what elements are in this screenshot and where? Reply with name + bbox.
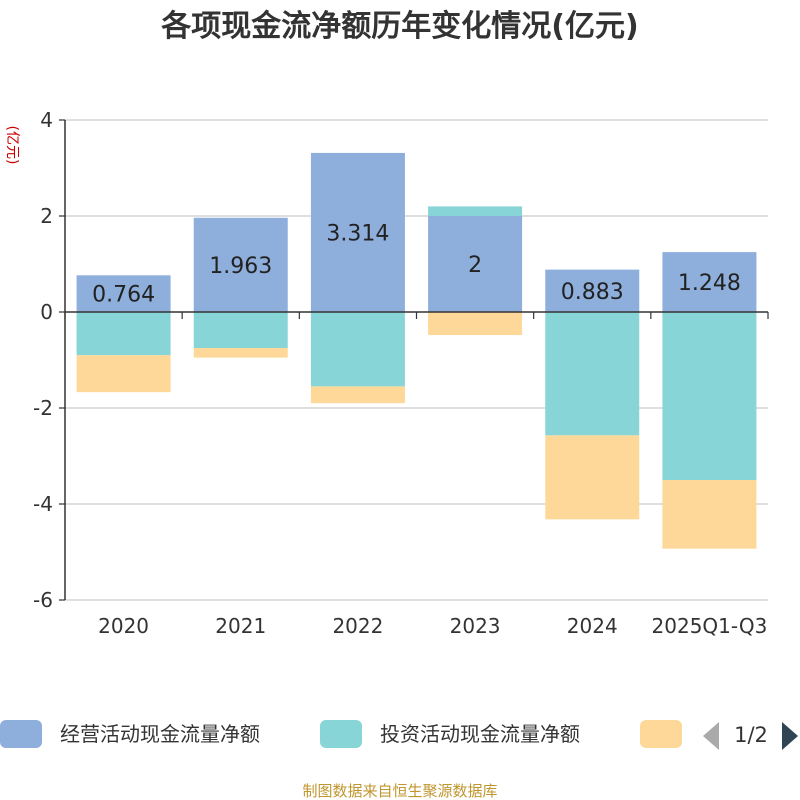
bars[interactable]	[76, 152, 757, 549]
bar-2021-series-1[interactable]	[193, 312, 288, 348]
x-tick-label: 2020	[98, 614, 149, 638]
legend[interactable]: 经营活动现金流量净额 投资活动现金流量净额 1/2	[0, 720, 798, 750]
data-label-2023: 2	[468, 253, 482, 278]
x-tick-label: 2023	[450, 614, 501, 638]
bar-2024-series-2[interactable]	[545, 435, 640, 520]
bar-2025Q1-Q3-series-1[interactable]	[662, 312, 757, 480]
bar-2020-series-2[interactable]	[76, 355, 171, 393]
y-tick-label: 4	[40, 108, 53, 132]
y-axis-unit-label: (亿元)	[4, 126, 20, 165]
legend-swatch-1[interactable]	[320, 720, 362, 748]
legend-prev-page-icon[interactable]	[703, 722, 719, 750]
bar-2023-series-1[interactable]	[428, 206, 523, 216]
bar-2020-series-0[interactable]	[76, 275, 171, 312]
x-tick-label: 2022	[332, 614, 383, 638]
chart-title: 各项现金流净额历年变化情况(亿元)	[160, 9, 638, 44]
bar-2024-series-0[interactable]	[545, 269, 640, 312]
data-label-2025Q1-Q3: 1.248	[678, 271, 741, 296]
bar-2025Q1-Q3-series-0[interactable]	[662, 252, 757, 312]
x-tick-label: 2025Q1-Q3	[652, 614, 768, 638]
y-tick-label: 2	[40, 204, 53, 228]
data-label-2020: 0.764	[92, 283, 155, 308]
data-label-2021: 1.963	[209, 254, 272, 279]
bar-2021-series-0[interactable]	[193, 217, 288, 312]
bar-2022-series-2[interactable]	[310, 386, 405, 404]
legend-swatch-0[interactable]	[0, 720, 42, 748]
legend-next-page-icon[interactable]	[782, 722, 798, 750]
bar-2022-series-0[interactable]	[310, 152, 405, 312]
bar-2025Q1-Q3-series-2[interactable]	[662, 480, 757, 549]
legend-label-0[interactable]: 经营活动现金流量净额	[60, 722, 260, 746]
data-label-2024: 0.883	[561, 280, 624, 305]
y-tick-label: 0	[40, 300, 53, 324]
legend-label-1[interactable]: 投资活动现金流量净额	[380, 722, 580, 746]
legend-swatch-2[interactable]	[640, 720, 682, 748]
bar-2023-series-0[interactable]	[428, 216, 523, 312]
y-tick-label: -6	[33, 588, 53, 612]
grid-lines	[65, 119, 768, 601]
bar-2022-series-1[interactable]	[310, 312, 405, 387]
legend-page-indicator: 1/2	[734, 723, 768, 747]
axes: 4 2 0 -2 -4 -6 2020 2021 2022 2023 2024 2025Q1-Q3	[33, 108, 769, 638]
bar-2024-series-1[interactable]	[545, 312, 640, 436]
bar-2020-series-1[interactable]	[76, 312, 171, 356]
x-tick-label: 2021	[215, 614, 266, 638]
source-credit: 制图数据来自恒生聚源数据库	[302, 782, 497, 800]
bar-2021-series-2[interactable]	[193, 348, 288, 358]
y-tick-label: -2	[33, 396, 53, 420]
y-tick-label: -4	[33, 492, 53, 516]
bar-2023-series-2[interactable]	[428, 312, 523, 336]
x-tick-label: 2024	[567, 614, 618, 638]
data-labels: 0.764 1.963 3.314 2 0.883 1.248	[92, 221, 741, 307]
data-label-2022: 3.314	[326, 221, 389, 246]
